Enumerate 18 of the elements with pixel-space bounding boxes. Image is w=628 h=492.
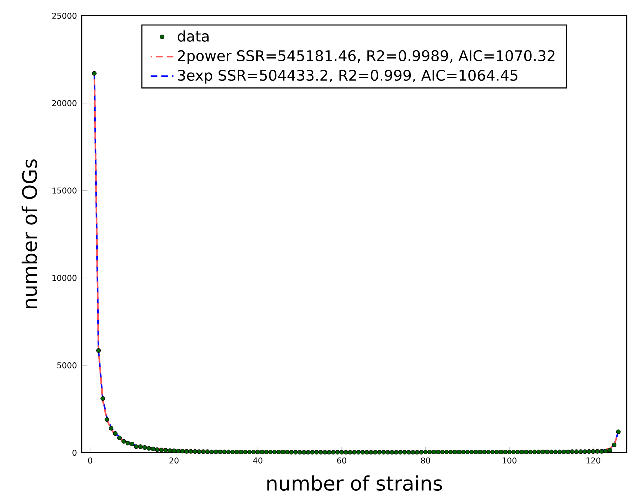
legend-label: 3exp SSR=504433.2, R2=0.999, AIC=1064.45 <box>178 70 518 84</box>
y-tick-label: 25000 <box>52 12 77 20</box>
legend-label: data <box>178 30 209 42</box>
x-tick-label: 0 <box>88 458 92 464</box>
x-tick-label: 80 <box>421 458 430 464</box>
legend-label: 2power SSR=545181.46, R2=0.9989, AIC=1070.32 <box>178 50 555 64</box>
x-tick-label: 40 <box>253 458 263 464</box>
y-tick-label: 5000 <box>58 362 77 369</box>
x-tick-label: 120 <box>586 458 601 464</box>
x-tick-label: 100 <box>502 458 517 464</box>
x-axis-title: number of strains <box>268 476 442 492</box>
y-tick-label: 0 <box>72 450 77 456</box>
x-tick-label: 60 <box>337 458 346 464</box>
x-tick-label: 20 <box>170 458 179 464</box>
y-axis-title: number of OGs <box>22 160 38 309</box>
y-tick-label: 10000 <box>52 275 77 282</box>
y-tick-label: 15000 <box>52 188 77 194</box>
y-tick-label: 20000 <box>52 100 77 106</box>
